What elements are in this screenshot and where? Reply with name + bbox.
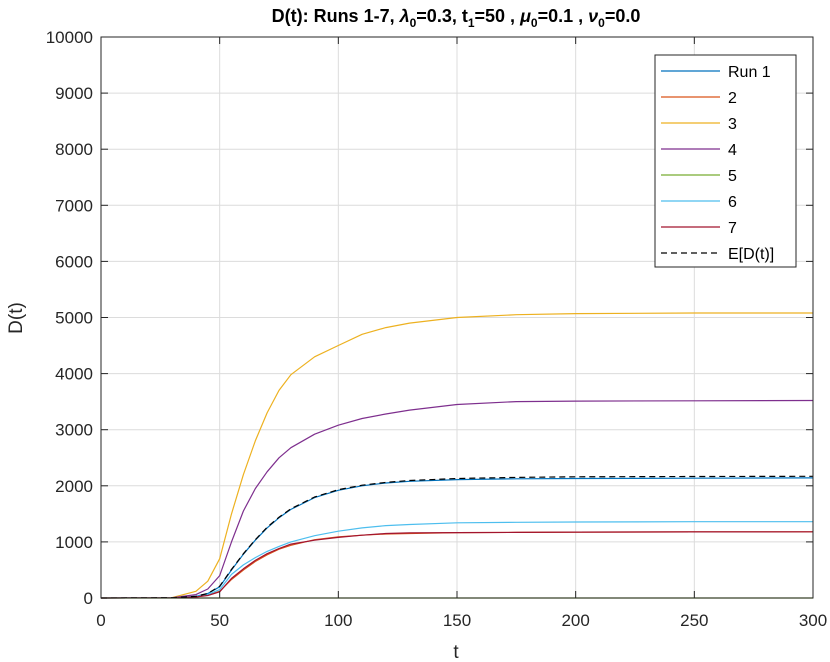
y-tick-label: 6000	[55, 252, 93, 271]
chart-title: D(t): Runs 1-7, λ0=0.3, t1=50 , μ0=0.1 ,…	[272, 6, 641, 30]
y-tick-label: 4000	[55, 365, 93, 384]
x-tick-label: 100	[324, 611, 352, 630]
y-tick-label: 9000	[55, 84, 93, 103]
legend-label: 7	[728, 220, 737, 237]
x-tick-label: 150	[443, 611, 471, 630]
x-tick-label: 300	[799, 611, 827, 630]
x-tick-label: 250	[680, 611, 708, 630]
legend-label: 3	[728, 116, 737, 133]
x-tick-label: 0	[96, 611, 105, 630]
legend-box	[654, 54, 797, 268]
series-line-6	[100, 521, 813, 599]
legend-label: 6	[728, 194, 737, 211]
y-tick-label: 3000	[55, 421, 93, 440]
y-tick-label: 1000	[55, 533, 93, 552]
legend: Run 1 2 3 4 5 6 7 E[D(t)]	[654, 54, 797, 268]
legend-label: 4	[728, 142, 737, 159]
series-line-3	[100, 312, 813, 599]
series-line-8	[100, 475, 814, 599]
legend-label: 5	[728, 168, 737, 185]
x-axis-ticks: 0 50 100 150 200 250 300	[96, 37, 827, 630]
y-tick-label: 8000	[55, 140, 93, 159]
x-tick-label: 200	[561, 611, 589, 630]
y-axis-ticks: 0 1000 2000 3000 4000 5000 6000 7000 8000 9000 100…	[46, 28, 813, 608]
y-tick-label: 7000	[55, 196, 93, 215]
series-line-7	[100, 531, 814, 599]
y-tick-label: 0	[84, 589, 93, 608]
legend-label: 2	[728, 90, 737, 107]
x-tick-label: 50	[210, 611, 229, 630]
legend-label: Run 1	[728, 64, 771, 81]
legend-label: E[D(t)]	[728, 246, 774, 263]
y-tick-label: 10000	[46, 28, 93, 47]
y-axis-label: D(t)	[6, 302, 27, 334]
series-line-4	[100, 399, 814, 599]
x-axis-label: t	[453, 642, 459, 662]
y-tick-label: 2000	[55, 477, 93, 496]
y-tick-label: 5000	[55, 309, 93, 328]
